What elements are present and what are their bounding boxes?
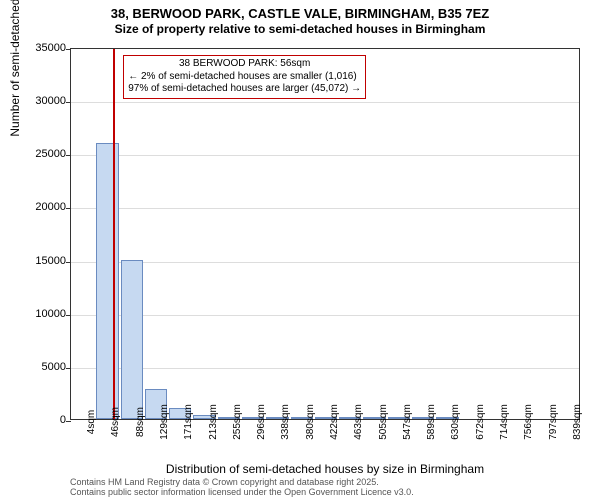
gridline bbox=[71, 368, 579, 369]
xtick-label: 630sqm bbox=[450, 404, 461, 440]
xtick-label: 505sqm bbox=[378, 404, 389, 440]
xtick-label: 129sqm bbox=[159, 404, 170, 440]
xtick-label: 589sqm bbox=[426, 404, 437, 440]
xtick-label: 4sqm bbox=[86, 410, 97, 434]
xtick-label: 46sqm bbox=[110, 407, 121, 437]
histogram-bar bbox=[96, 143, 118, 419]
annotation-line: ← 2% of semi-detached houses are smaller… bbox=[128, 71, 361, 84]
x-axis-label: Distribution of semi-detached houses by … bbox=[70, 462, 580, 476]
ytick-mark bbox=[66, 155, 71, 156]
chart-container: 38, BERWOOD PARK, CASTLE VALE, BIRMINGHA… bbox=[0, 0, 600, 500]
xtick-label: 756sqm bbox=[523, 404, 534, 440]
xtick-label: 296sqm bbox=[256, 404, 267, 440]
xtick-label: 422sqm bbox=[329, 404, 340, 440]
xtick-label: 338sqm bbox=[280, 404, 291, 440]
ytick-mark bbox=[66, 315, 71, 316]
xtick-label: 547sqm bbox=[402, 404, 413, 440]
xtick-label: 463sqm bbox=[353, 404, 364, 440]
ytick-mark bbox=[66, 368, 71, 369]
ytick-label: 20000 bbox=[16, 201, 66, 213]
ytick-mark bbox=[66, 102, 71, 103]
xtick-label: 380sqm bbox=[305, 404, 316, 440]
xtick-label: 672sqm bbox=[475, 404, 486, 440]
gridline bbox=[71, 262, 579, 263]
ytick-mark bbox=[66, 208, 71, 209]
histogram-bar bbox=[121, 260, 143, 419]
xtick-label: 88sqm bbox=[135, 407, 146, 437]
ytick-mark bbox=[66, 262, 71, 263]
gridline bbox=[71, 315, 579, 316]
chart-footer: Contains HM Land Registry data © Crown c… bbox=[70, 478, 414, 498]
chart-subtitle: Size of property relative to semi-detach… bbox=[0, 22, 600, 36]
xtick-label: 213sqm bbox=[208, 404, 219, 440]
ytick-label: 25000 bbox=[16, 148, 66, 160]
ytick-label: 0 bbox=[16, 414, 66, 426]
xtick-label: 839sqm bbox=[572, 404, 583, 440]
gridline bbox=[71, 102, 579, 103]
ytick-label: 5000 bbox=[16, 361, 66, 373]
gridline bbox=[71, 208, 579, 209]
xtick-label: 255sqm bbox=[232, 404, 243, 440]
ytick-mark bbox=[66, 49, 71, 50]
ytick-mark bbox=[66, 421, 71, 422]
ytick-label: 30000 bbox=[16, 95, 66, 107]
gridline bbox=[71, 155, 579, 156]
footer-line-2: Contains public sector information licen… bbox=[70, 488, 414, 498]
ytick-label: 10000 bbox=[16, 308, 66, 320]
annotation-box: 38 BERWOOD PARK: 56sqm← 2% of semi-detac… bbox=[123, 55, 366, 99]
plot-area: 38 BERWOOD PARK: 56sqm← 2% of semi-detac… bbox=[70, 48, 580, 420]
property-marker-line bbox=[113, 49, 115, 419]
annotation-line: 38 BERWOOD PARK: 56sqm bbox=[128, 58, 361, 71]
ytick-label: 35000 bbox=[16, 42, 66, 54]
xtick-label: 797sqm bbox=[548, 404, 559, 440]
annotation-line: 97% of semi-detached houses are larger (… bbox=[128, 83, 361, 96]
chart-title: 38, BERWOOD PARK, CASTLE VALE, BIRMINGHA… bbox=[0, 0, 600, 22]
y-axis-label: Number of semi-detached properties bbox=[8, 0, 22, 137]
ytick-label: 15000 bbox=[16, 255, 66, 267]
xtick-label: 171sqm bbox=[183, 404, 194, 440]
xtick-label: 714sqm bbox=[499, 404, 510, 440]
